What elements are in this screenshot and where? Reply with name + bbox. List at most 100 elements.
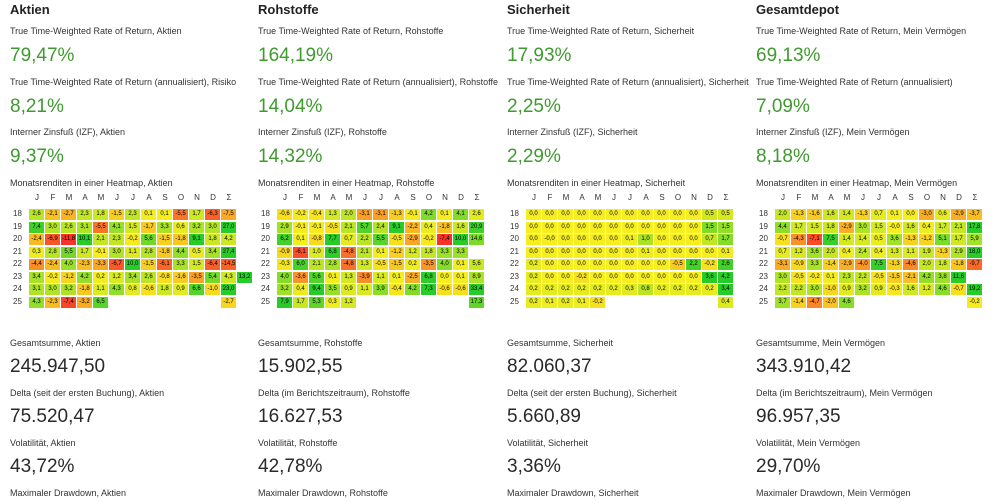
total-label: Gesamtsumme, Aktien	[10, 338, 101, 348]
heatmap-cell: 1,4	[839, 234, 854, 245]
heatmap-cell: -3,6	[293, 271, 308, 283]
heatmap-label: Monatsrenditen in einer Heatmap, Sicherh…	[507, 178, 686, 188]
heatmap-cell: 0,0	[654, 259, 669, 270]
heatmap-cell: 0,0	[574, 234, 589, 245]
heatmap-month-header: O	[425, 193, 433, 202]
heatmap-cell: -2,3	[45, 296, 60, 308]
heatmap-cell: 0,2	[606, 284, 621, 295]
heatmap-year-label: 20	[510, 234, 519, 243]
heatmap-cell: 2,1	[341, 221, 356, 233]
heatmap-cell: 0,1	[325, 271, 340, 283]
heatmap-cell: 0,0	[702, 246, 717, 258]
heatmap-cell: 0,0	[686, 209, 701, 220]
heatmap-year-label: 22	[13, 259, 22, 268]
heatmap-month-header: J	[861, 193, 865, 202]
heatmap-cell: -1,3	[887, 259, 902, 270]
heatmap-cell: -1,2	[61, 271, 76, 283]
heatmap-cell: 0,0	[686, 246, 701, 258]
heatmap-cell: 0,1	[638, 246, 653, 258]
heatmap-month-header: J	[628, 193, 632, 202]
heatmap-cell: 2,0	[919, 259, 934, 270]
heatmap-cell: 0,1	[373, 246, 388, 258]
heatmap-year-label: 25	[759, 296, 768, 306]
heatmap-cell: 0,1	[453, 259, 468, 270]
twror-value: 164,19%	[258, 45, 334, 66]
heatmap-cell: 1,6	[823, 209, 838, 220]
heatmap-month-header: J	[131, 193, 135, 202]
heatmap-cell: 0,0	[558, 234, 573, 245]
heatmap-cell: -3,1	[775, 259, 790, 270]
heatmap-cell: 10,0	[453, 234, 468, 245]
heatmap-month-header: M	[97, 193, 105, 202]
twror-annualized-label: True Time-Weighted Rate of Return (annua…	[258, 77, 498, 87]
heatmap-cell: -0,6	[453, 284, 468, 295]
heatmap-month-header: J	[612, 193, 616, 202]
twror-annualized-label: True Time-Weighted Rate of Return (annua…	[507, 77, 749, 87]
heatmap-cell: 0,0	[526, 246, 541, 258]
heatmap-cell: -0,1	[405, 209, 420, 220]
heatmap-cell: -0,4	[309, 209, 324, 220]
heatmap-cell: 1,2	[919, 284, 934, 295]
heatmap-cell: -4,8	[341, 259, 356, 270]
heatmap-cell: 1,1	[93, 284, 108, 295]
heatmap-cell: 4,2	[77, 271, 92, 283]
heatmap-cell: 0,2	[686, 284, 701, 295]
delta-value: 75.520,47	[10, 406, 95, 427]
heatmap-month-header: S	[908, 193, 914, 202]
heatmap-month-header: J	[532, 193, 536, 202]
heatmap-cell: 0,2	[542, 284, 557, 295]
heatmap-cell: -1,8	[77, 284, 92, 295]
heatmap-cell: -3,3	[93, 259, 108, 270]
total-value: 245.947,50	[10, 356, 106, 377]
heatmap-cell: -1,3	[903, 234, 918, 245]
heatmap-year-label: 23	[261, 271, 270, 281]
heatmap-cell: 2,1	[357, 246, 372, 258]
heatmap-cell: -1,8	[173, 234, 188, 245]
heatmap-cell: 3,4	[29, 271, 44, 283]
panel-title: Sicherheit	[507, 2, 570, 17]
heatmap-year-total-cell: 4,2	[718, 271, 733, 283]
heatmap-cell: -1,3	[935, 246, 950, 258]
heatmap-cell: -1,5	[141, 259, 156, 270]
heatmap-cell: 1,7	[951, 234, 966, 245]
heatmap-year-total-cell: 17,3	[469, 296, 484, 308]
heatmap-month-header: M	[65, 193, 73, 202]
heatmap-cell: 0,5	[189, 246, 204, 258]
heatmap-cell: 5,7	[357, 221, 372, 233]
heatmap-cell: -5,5	[93, 221, 108, 233]
heatmap-month-header: J	[781, 193, 785, 202]
heatmap-cell: 4,0	[61, 259, 76, 270]
heatmap-cell: 1,1	[903, 246, 918, 258]
heatmap-cell: 0,5	[871, 234, 886, 245]
heatmap-cell: 2,1	[93, 234, 108, 245]
heatmap-cell: 2,1	[951, 221, 966, 233]
heatmap-month-header: D	[210, 193, 216, 202]
heatmap-cell: -6,9	[45, 234, 60, 245]
heatmap-cell: 1,3	[341, 271, 356, 283]
heatmap-cell: 0,0	[590, 209, 605, 220]
heatmap-cell: 1,0	[309, 246, 324, 258]
heatmap-cell: -0,7	[775, 234, 790, 245]
heatmap-cell: -1,0	[205, 284, 220, 295]
heatmap-year-label: 22	[759, 259, 768, 268]
heatmap-cell: -0,2	[807, 271, 822, 283]
heatmap-cell: 0,0	[654, 221, 669, 233]
volatility-value: 29,70%	[756, 456, 821, 477]
heatmap-cell: 1,6	[453, 221, 468, 233]
heatmap-cell: 5,6	[309, 271, 324, 283]
heatmap-cell: 0,1	[823, 271, 838, 283]
heatmap-cell: 0,0	[526, 209, 541, 220]
heatmap-cell: -2,5	[405, 271, 420, 283]
heatmap-cell: -4,8	[341, 246, 356, 258]
heatmap-cell: 5,3	[309, 296, 324, 308]
heatmap-cell: 0,2	[574, 284, 589, 295]
heatmap-year-label: 19	[759, 221, 768, 231]
heatmap-cell: -3,2	[77, 296, 92, 308]
twror-label: True Time-Weighted Rate of Return, Siche…	[507, 26, 695, 36]
heatmap-cell: -0,5	[871, 271, 886, 283]
max-drawdown-label: Maximaler Drawdown, Aktien	[10, 488, 127, 498]
heatmap-cell: 0,3	[325, 296, 340, 308]
heatmap-cell: 0,6	[935, 209, 950, 220]
heatmap-cell: 2,0	[341, 209, 356, 220]
heatmap-month-header: J	[363, 193, 367, 202]
